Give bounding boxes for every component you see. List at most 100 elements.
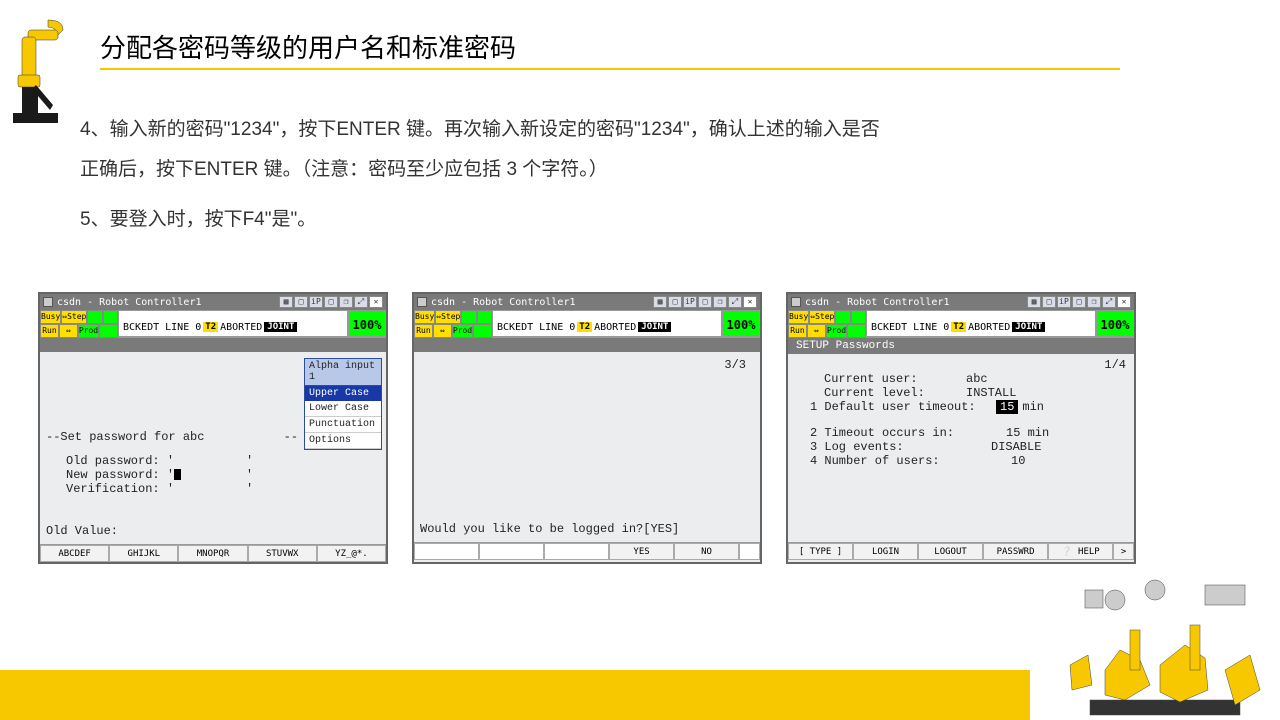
softkey[interactable] [739, 543, 760, 560]
tb-btn[interactable]: ⤢ [1102, 296, 1116, 308]
blank-light [477, 310, 492, 324]
close-icon[interactable]: ✕ [1117, 296, 1131, 308]
dropdown-item[interactable]: Options [305, 433, 381, 449]
robots-decoration-icon [1030, 570, 1270, 720]
busy-light: Busy [788, 310, 809, 324]
app-icon [791, 297, 801, 307]
verification-row: Verification: ' ' [46, 482, 380, 496]
window-title: csdn - Robot Controller1 [431, 297, 576, 308]
dropdown-item[interactable]: Punctuation [305, 417, 381, 433]
tb-btn[interactable]: ▦ [1027, 296, 1041, 308]
tb-btn[interactable]: iP [309, 296, 323, 308]
status-aborted: ABORTED [968, 322, 1010, 333]
tb-btn[interactable]: ▦ [279, 296, 293, 308]
tb-btn[interactable]: iP [1057, 296, 1071, 308]
softkey-yes[interactable]: YES [609, 543, 674, 560]
blank-light [461, 310, 476, 324]
close-icon[interactable]: ✕ [743, 296, 757, 308]
title-underline [100, 68, 1120, 70]
dropdown-item[interactable]: Lower Case [305, 401, 381, 417]
io-light: ⇔ I/O [433, 324, 452, 338]
softkey[interactable]: MNOPQR [178, 545, 247, 562]
panel-login-prompt: csdn - Robot Controller1 ▦ □ iP □ ❐ ⤢ ✕ … [412, 292, 762, 564]
status-aborted: ABORTED [220, 322, 262, 333]
t2-tag: T2 [577, 322, 592, 332]
io-light: ⇔ I/O [807, 324, 826, 338]
tb-btn[interactable]: □ [668, 296, 682, 308]
softkey-logout[interactable]: LOGOUT [918, 543, 983, 560]
softkey-no[interactable]: NO [674, 543, 739, 560]
blank-light [473, 324, 492, 338]
tb-btn[interactable]: ⤢ [728, 296, 742, 308]
login-prompt: Would you like to be logged in?[YES] [420, 522, 754, 536]
joint-tag: JOINT [638, 322, 671, 332]
tb-btn[interactable]: □ [698, 296, 712, 308]
current-user-value: abc [966, 372, 988, 386]
sub-bar [40, 338, 386, 352]
dropdown-header: Alpha input 1 [305, 359, 381, 386]
log-events-label: 3 Log events: [796, 440, 991, 454]
softkey-row: YES NO [414, 542, 760, 560]
log-events-value: DISABLE [991, 440, 1041, 454]
alpha-input-dropdown[interactable]: Alpha input 1 Upper Case Lower Case Punc… [304, 358, 382, 450]
tb-btn[interactable]: iP [683, 296, 697, 308]
dropdown-selected[interactable]: Upper Case [305, 386, 381, 401]
status-line: BCKEDT LINE 0 [497, 322, 575, 333]
prod-light: Prod [78, 324, 99, 338]
current-user-label: Current user: [796, 372, 966, 386]
tb-btn[interactable]: □ [294, 296, 308, 308]
blank-light [99, 324, 118, 338]
tb-btn[interactable]: ❐ [339, 296, 353, 308]
window-titlebar: csdn - Robot Controller1 ▦ □ iP □ ❐ ⤢ ✕ [414, 294, 760, 310]
current-level-label: Current level: [796, 386, 966, 400]
speed-pct: 100% [722, 310, 760, 337]
tb-btn[interactable]: ❐ [713, 296, 727, 308]
current-level-value: INSTALL [966, 386, 1016, 400]
new-password-tail: ' [181, 468, 253, 482]
timeout-occurs-value: 15 min [1006, 426, 1049, 440]
close-icon[interactable]: ✕ [369, 296, 383, 308]
softkey-next[interactable]: > [1113, 543, 1134, 560]
num-users-value: 10 [1011, 454, 1025, 468]
page-title: 分配各密码等级的用户名和标准密码 [100, 28, 516, 65]
tb-btn[interactable]: □ [324, 296, 338, 308]
status-aborted: ABORTED [594, 322, 636, 333]
softkey[interactable]: GHIJKL [109, 545, 178, 562]
instruction-line-1: 4、输入新的密码"1234"，按下ENTER 键。再次输入新设定的密码"1234… [80, 110, 880, 150]
tb-btn[interactable]: ⤢ [354, 296, 368, 308]
status-text: BCKEDT LINE 0 T2 ABORTED JOINT [866, 310, 1096, 337]
softkey[interactable] [544, 543, 609, 560]
tb-btn[interactable]: □ [1072, 296, 1086, 308]
softkey[interactable]: STUVWX [248, 545, 317, 562]
step-light: ⇔Step [809, 310, 835, 324]
tb-btn[interactable]: □ [1042, 296, 1056, 308]
softkey[interactable]: YZ_@*. [317, 545, 386, 562]
old-password-row: Old password: ' ' [46, 454, 380, 468]
status-line: BCKEDT LINE 0 [871, 322, 949, 333]
instruction-line-2: 正确后，按下ENTER 键。（注意：密码至少应包括 3 个字符。） [80, 150, 608, 190]
softkey[interactable]: ABCDEF [40, 545, 109, 562]
text-cursor [174, 469, 181, 480]
window-title: csdn - Robot Controller1 [805, 297, 950, 308]
softkey-login[interactable]: LOGIN [853, 543, 918, 560]
softkey-type[interactable]: [ TYPE ] [788, 543, 853, 560]
softkey[interactable] [414, 543, 479, 560]
old-value-label: Old Value: [46, 524, 380, 538]
default-timeout-value[interactable]: 15 [996, 400, 1018, 414]
titlebar-buttons: ▦ □ iP □ ❐ ⤢ ✕ [1027, 296, 1131, 308]
blank-light [835, 310, 850, 324]
num-users-label: 4 Number of users: [796, 454, 1011, 468]
run-light: Run [788, 324, 807, 338]
io-light: ⇔ I/O [59, 324, 78, 338]
tb-btn[interactable]: ▦ [653, 296, 667, 308]
panel-content: 3/3 Would you like to be logged in?[YES] [414, 352, 760, 542]
tb-btn[interactable]: ❐ [1087, 296, 1101, 308]
busy-light: Busy [40, 310, 61, 324]
panel-content: Alpha input 1 Upper Case Lower Case Punc… [40, 352, 386, 544]
run-light: Run [40, 324, 59, 338]
titlebar-buttons: ▦ □ iP □ ❐ ⤢ ✕ [279, 296, 383, 308]
softkey-passwrd[interactable]: PASSWRD [983, 543, 1048, 560]
blank-light [847, 324, 866, 338]
softkey[interactable] [479, 543, 544, 560]
softkey-help[interactable]: ❔ HELP [1048, 543, 1113, 560]
